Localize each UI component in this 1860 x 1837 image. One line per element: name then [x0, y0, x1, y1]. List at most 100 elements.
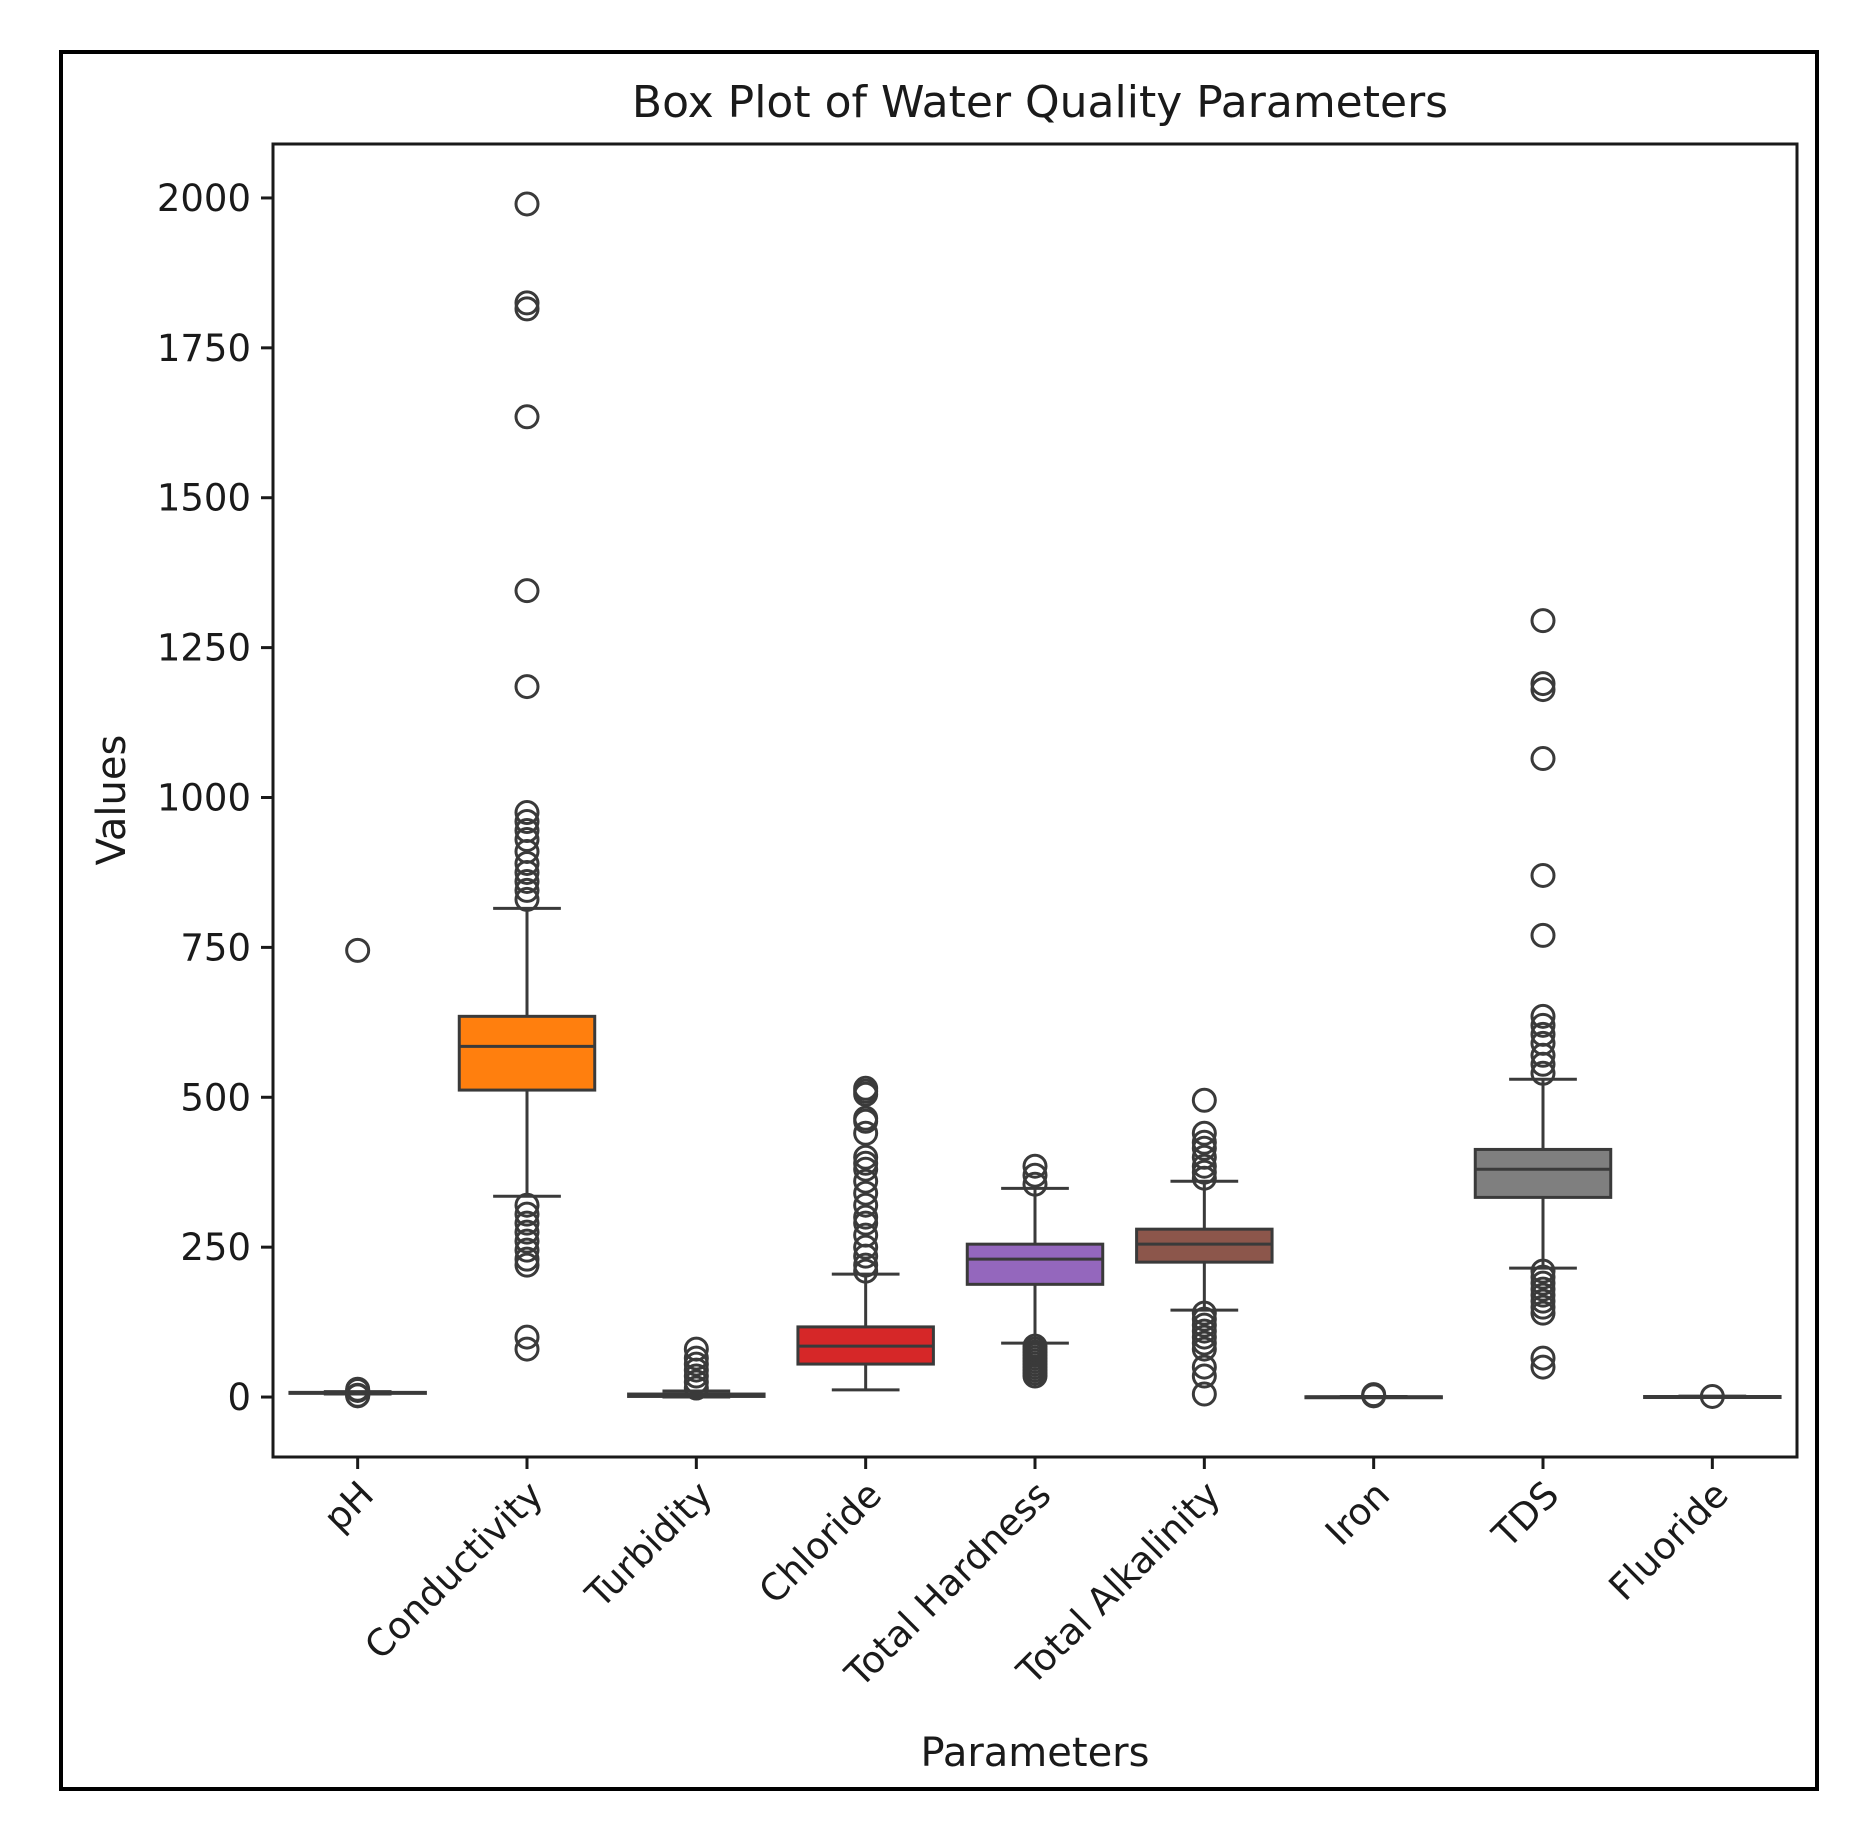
outlier-point — [514, 1252, 540, 1278]
box-total-alkalinity — [1135, 1087, 1274, 1407]
outlier-point — [1022, 1171, 1048, 1197]
outlier-point — [514, 1210, 540, 1236]
outlier-point — [514, 296, 540, 322]
outlier-point — [683, 1345, 709, 1371]
box-tds — [1473, 608, 1613, 1380]
outlier-point — [514, 1192, 540, 1218]
iqr-box — [1473, 1147, 1613, 1199]
outlier-point — [683, 1369, 709, 1395]
outlier-point — [683, 1363, 709, 1389]
outlier-point — [853, 1180, 879, 1206]
figure-frame — [59, 50, 1819, 1791]
x-tick-label: Conductivity — [357, 1473, 552, 1668]
outlier-point — [1191, 1135, 1217, 1161]
x-tick-label: Chloride — [751, 1473, 890, 1612]
outlier-point — [1191, 1324, 1217, 1350]
outlier-point — [1530, 1270, 1556, 1296]
outlier-point — [1191, 1120, 1217, 1146]
outlier-point — [1530, 1003, 1556, 1029]
outlier-point — [514, 191, 540, 217]
outlier-point — [514, 1336, 540, 1362]
outlier-point — [853, 1144, 879, 1170]
outlier-point — [853, 1204, 879, 1230]
box-turbidity — [627, 1336, 766, 1401]
outlier-point — [514, 808, 540, 834]
outlier-point — [1530, 1282, 1556, 1308]
outlier-point — [1191, 1336, 1217, 1362]
outlier-point — [514, 1228, 540, 1254]
outlier-point — [853, 1252, 879, 1278]
outlier-point — [514, 674, 540, 700]
outlier-point — [1530, 1276, 1556, 1302]
outlier-point — [853, 1258, 879, 1284]
outlier-point — [1022, 1162, 1048, 1188]
y-tick-label: 0 — [227, 1376, 251, 1419]
outlier-point — [1530, 1300, 1556, 1326]
outlier-point — [1361, 1382, 1387, 1408]
outlier-point — [1191, 1318, 1217, 1344]
outlier-point — [1530, 1021, 1556, 1047]
outlier-point — [514, 1219, 540, 1245]
outlier-point — [514, 578, 540, 604]
outlier-point — [1191, 1354, 1217, 1380]
outlier-point — [514, 799, 540, 825]
outlier-point — [514, 1237, 540, 1263]
outlier-point — [853, 1105, 879, 1131]
outlier-point — [1530, 671, 1556, 697]
outlier-point — [1530, 1294, 1556, 1320]
outlier-point — [1530, 1264, 1556, 1290]
outlier-point — [1530, 862, 1556, 888]
y-tick-label: 1750 — [157, 327, 251, 370]
outlier-point — [1191, 1312, 1217, 1338]
outlier-point — [1191, 1153, 1217, 1179]
outlier-point — [1191, 1087, 1217, 1113]
box-ph — [288, 937, 427, 1409]
x-tick-label: Turbidity — [577, 1473, 721, 1617]
y-tick-label: 1000 — [157, 777, 251, 820]
outlier-point — [345, 1376, 371, 1402]
outlier-point — [514, 290, 540, 316]
outlier-point — [514, 1201, 540, 1227]
outlier-point — [1530, 1060, 1556, 1086]
box-iron — [1304, 1382, 1443, 1409]
outlier-point — [514, 817, 540, 843]
outlier-point — [1530, 608, 1556, 634]
outlier-point — [514, 886, 540, 912]
outlier-point — [514, 1324, 540, 1350]
outlier-point — [853, 1222, 879, 1248]
iqr-box — [457, 1014, 597, 1092]
outlier-point — [1530, 746, 1556, 772]
outlier-point — [514, 404, 540, 430]
outlier-point — [853, 1120, 879, 1146]
outlier-point — [514, 868, 540, 894]
box-chloride — [796, 1075, 935, 1392]
box-fluoride — [1643, 1383, 1782, 1409]
outlier-point — [1022, 1333, 1048, 1359]
y-tick-label: 750 — [180, 926, 251, 969]
outlier-point — [853, 1075, 879, 1101]
outlier-point — [1530, 1345, 1556, 1371]
outlier-point — [853, 1192, 879, 1218]
boxes-group — [288, 191, 1782, 1409]
y-tick-label: 2000 — [157, 177, 251, 220]
outlier-point — [1530, 922, 1556, 948]
outlier-point — [683, 1351, 709, 1377]
x-tick-label: pH — [315, 1473, 382, 1540]
outlier-point — [683, 1375, 709, 1401]
outlier-point — [1191, 1159, 1217, 1185]
outlier-point — [514, 826, 540, 852]
outlier-point — [1530, 1030, 1556, 1056]
outlier-point — [1022, 1153, 1048, 1179]
outlier-point — [1191, 1144, 1217, 1170]
outlier-point — [683, 1336, 709, 1362]
box-conductivity — [457, 191, 597, 1362]
outlier-point — [1191, 1306, 1217, 1332]
y-tick-label: 1500 — [157, 477, 251, 520]
y-axis-label: Values — [89, 735, 135, 866]
outlier-point — [514, 1246, 540, 1272]
outlier-point — [514, 850, 540, 876]
outlier-point — [853, 1234, 879, 1260]
iqr-box — [965, 1242, 1105, 1286]
outlier-point — [1191, 1129, 1217, 1155]
